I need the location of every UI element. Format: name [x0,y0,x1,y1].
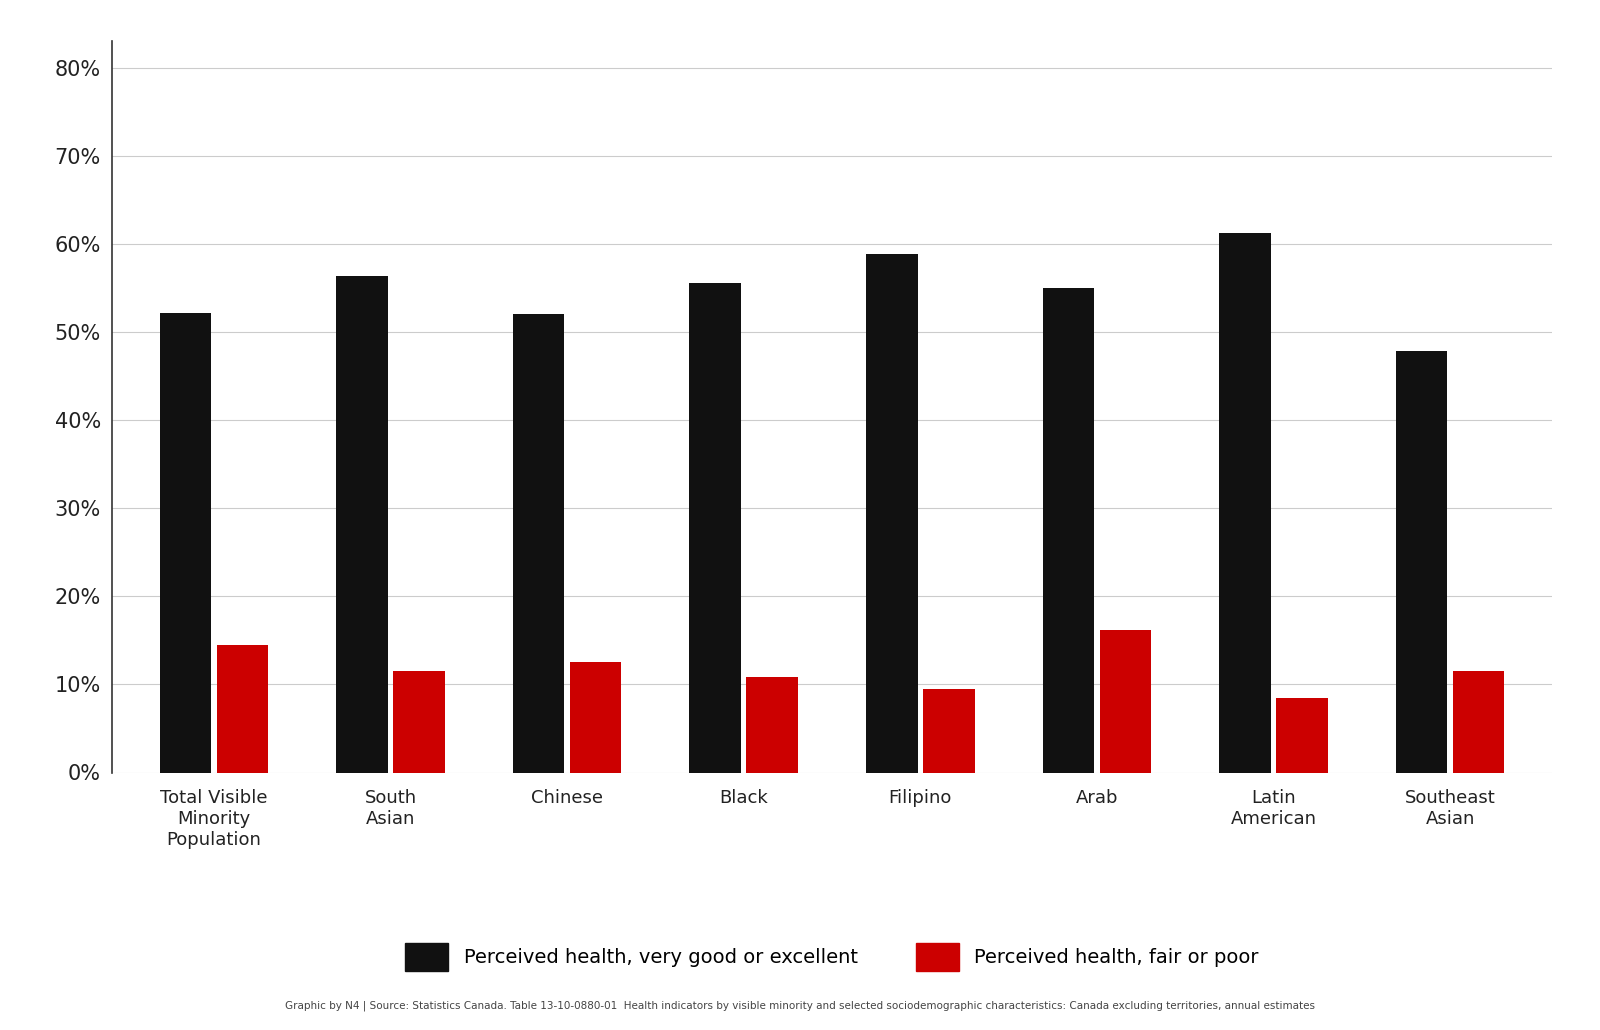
Text: Graphic by N4 | Source: Statistics Canada. Table 13-10-0880-01  Health indicator: Graphic by N4 | Source: Statistics Canad… [285,1001,1315,1011]
Bar [570,662,621,772]
Bar [1219,233,1270,772]
Bar [512,314,565,772]
Bar [1395,351,1448,772]
Bar [923,689,974,772]
Bar [1043,288,1094,772]
Bar [336,276,387,772]
Bar [394,672,445,772]
Bar [1277,697,1328,772]
Bar [747,678,798,772]
Legend: Perceived health, very good or excellent, Perceived health, fair or poor: Perceived health, very good or excellent… [405,943,1259,970]
Bar [1099,629,1152,772]
Bar [1453,672,1504,772]
Bar [160,312,211,772]
Bar [690,283,741,772]
Bar [216,645,269,772]
Bar [866,254,917,772]
